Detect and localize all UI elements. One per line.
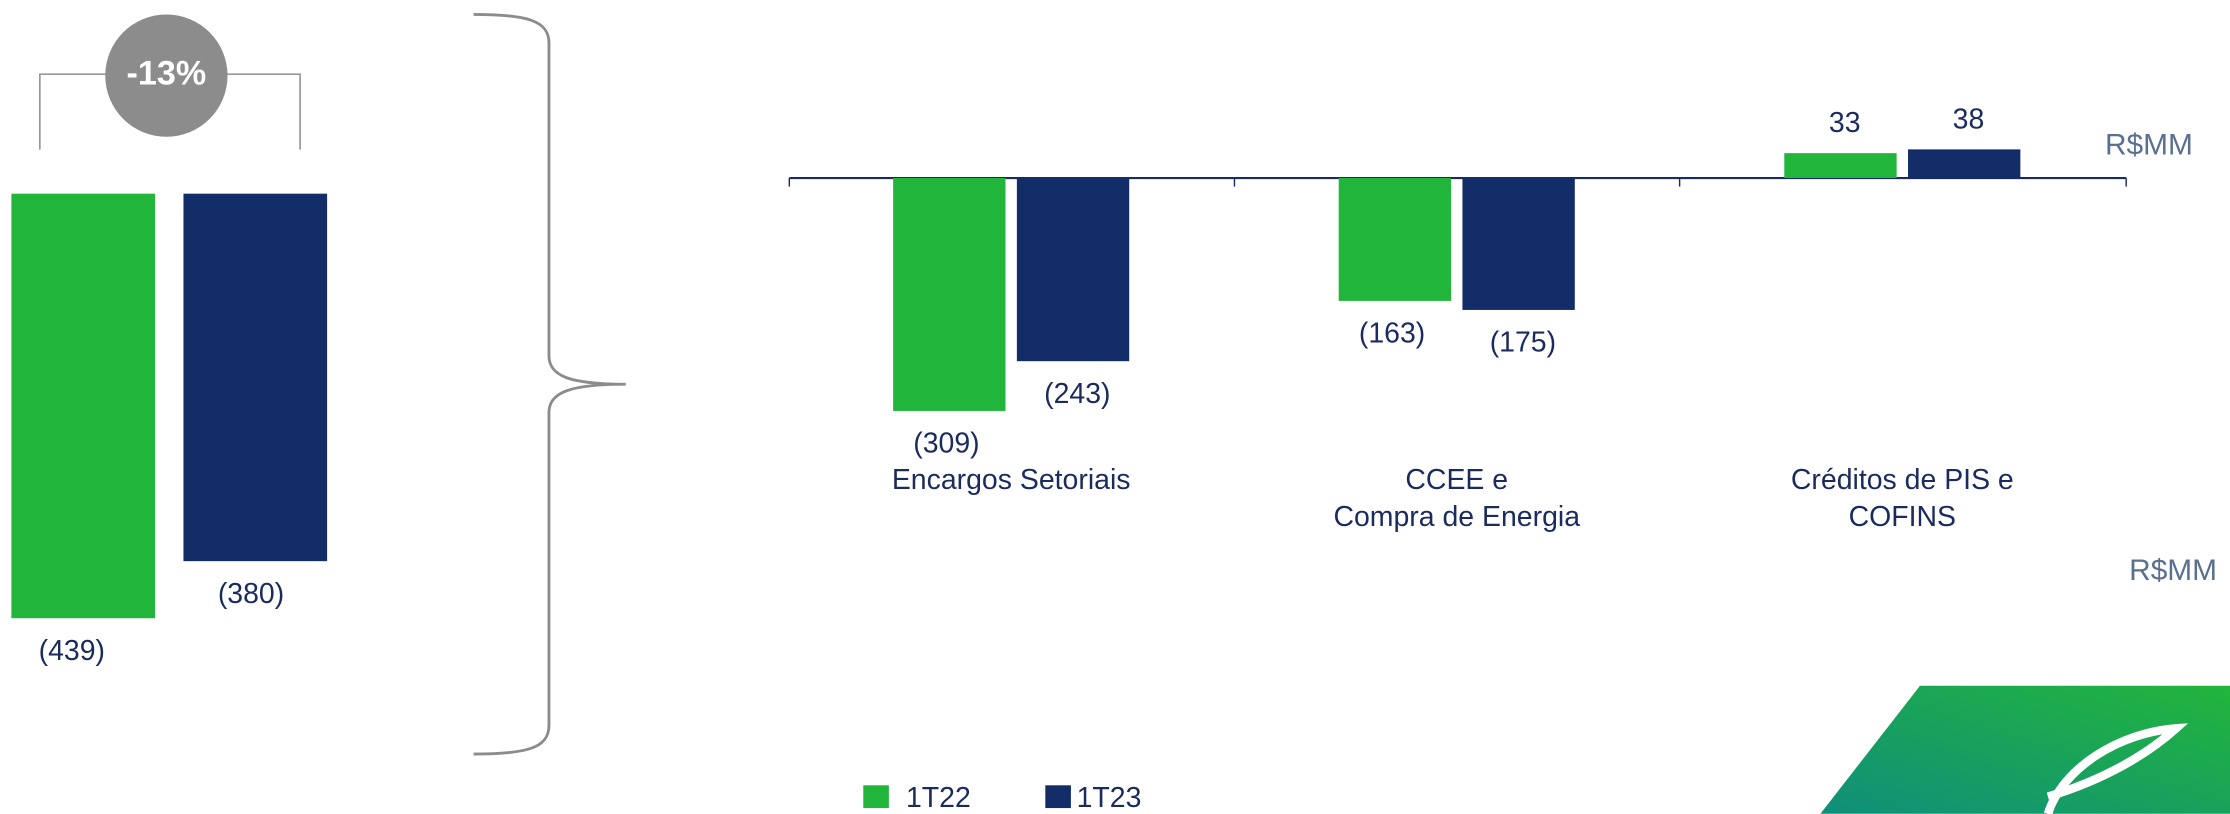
- value-label: 38: [1953, 103, 1985, 135]
- category-label-line: CCEE e: [1405, 463, 1508, 495]
- bar: [1016, 178, 1130, 362]
- curly-brace: [473, 13, 626, 756]
- bar: [1338, 178, 1452, 301]
- legend-label: 1T23: [1077, 782, 1142, 814]
- logo: [1820, 685, 2230, 814]
- logo-mark: [2043, 723, 2189, 814]
- bar: [893, 178, 1006, 411]
- value-label: (163): [1359, 318, 1425, 350]
- unit-label: R$MM: [2105, 129, 2193, 162]
- value-label: (243): [1044, 378, 1110, 410]
- change-badge: [105, 14, 228, 137]
- category-label: CCEE e Compra de Energia: [1333, 463, 1580, 532]
- category-label-line: Créditos de PIS e: [1791, 463, 2014, 495]
- value-label: (175): [1490, 327, 1556, 359]
- legend-label: 1T22: [906, 782, 971, 814]
- unit-label: R$MM: [2129, 554, 2217, 587]
- category-label: Encargos Setoriais: [892, 463, 1131, 495]
- category-label: Créditos de PIS e COFINS: [1791, 463, 2014, 532]
- change-label: -13%: [127, 55, 207, 93]
- category-label-line: COFINS: [1849, 500, 1956, 532]
- bar: [1462, 178, 1575, 310]
- legend-swatch: [1045, 785, 1071, 809]
- bar: [183, 193, 328, 562]
- bar: [1784, 153, 1897, 179]
- category-label-line: Compra de Energia: [1333, 500, 1580, 532]
- value-label: 33: [1829, 107, 1861, 139]
- bar: [11, 193, 156, 619]
- category-label-line: Encargos Setoriais: [892, 463, 1131, 495]
- value-label: (439): [39, 635, 105, 667]
- legend-swatch: [863, 785, 889, 809]
- value-label: (380): [218, 578, 284, 610]
- value-label: (309): [913, 428, 979, 460]
- bar: [1908, 149, 2021, 179]
